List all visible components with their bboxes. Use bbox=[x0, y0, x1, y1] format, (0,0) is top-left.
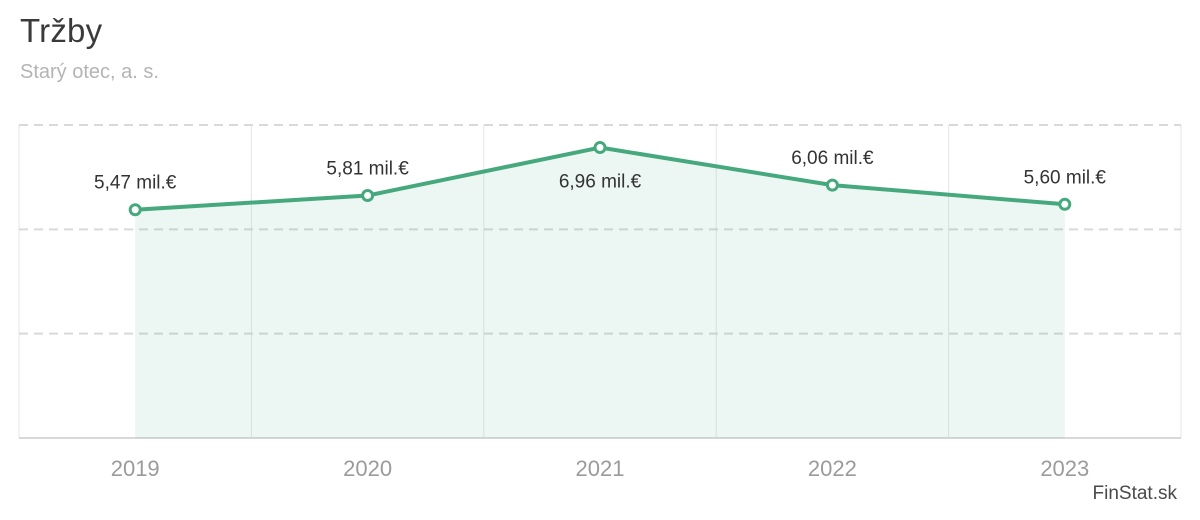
revenue-area-fill bbox=[135, 147, 1065, 438]
data-point-2022[interactable] bbox=[825, 178, 839, 192]
data-point-2020[interactable] bbox=[361, 189, 375, 203]
data-label-2023: 5,60 mil.€ bbox=[1024, 167, 1107, 188]
data-label-2022: 6,06 mil.€ bbox=[791, 148, 874, 169]
data-point-2023[interactable] bbox=[1058, 197, 1072, 211]
chart-title: Tržby bbox=[20, 12, 103, 49]
data-point-2019[interactable] bbox=[128, 203, 142, 217]
x-axis-label-2020: 2020 bbox=[343, 456, 392, 481]
data-label-2021: 6,96 mil.€ bbox=[559, 172, 642, 193]
finstat-credit-link[interactable]: FinStat.sk bbox=[1092, 483, 1177, 504]
x-axis-label-2019: 2019 bbox=[111, 456, 160, 481]
chart-subtitle: Starý otec, a. s. bbox=[20, 61, 159, 83]
data-point-2021[interactable] bbox=[593, 141, 607, 155]
x-axis-label-2021: 2021 bbox=[576, 456, 625, 481]
data-label-2019: 5,47 mil.€ bbox=[94, 173, 177, 194]
data-label-2020: 5,81 mil.€ bbox=[326, 159, 409, 180]
x-axis-label-2022: 2022 bbox=[808, 456, 857, 481]
x-axis-label-2023: 2023 bbox=[1040, 456, 1089, 481]
